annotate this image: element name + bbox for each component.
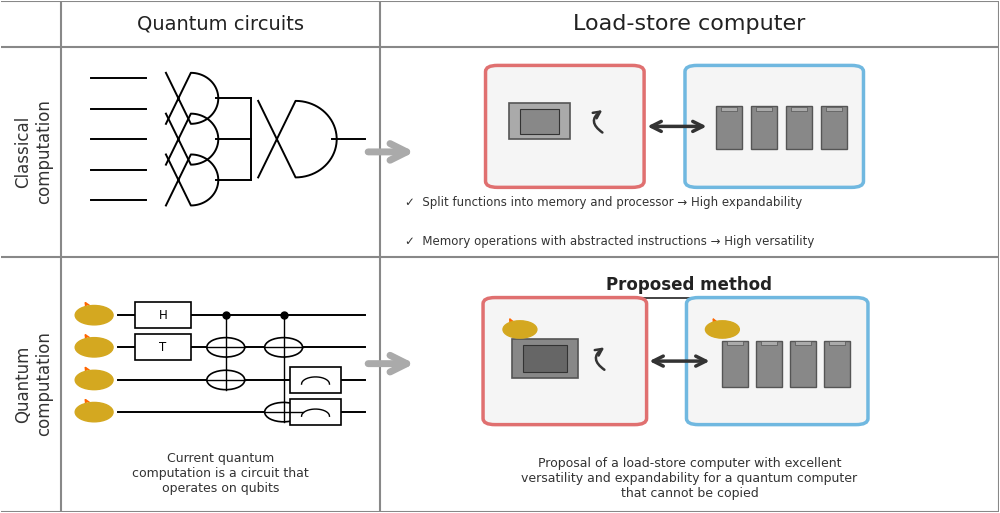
Circle shape [75,370,113,390]
Text: Current quantum
computation is a circuit that
operates on qubits: Current quantum computation is a circuit… [132,452,309,495]
FancyBboxPatch shape [523,345,567,372]
Circle shape [265,338,303,357]
Circle shape [75,305,113,325]
FancyBboxPatch shape [821,106,847,149]
Circle shape [705,321,739,338]
Text: ✓  Memory operations with abstracted instructions → High versatility: ✓ Memory operations with abstracted inst… [405,234,815,248]
Text: Proposal of a load-store computer with excellent
versatility and expandability f: Proposal of a load-store computer with e… [521,457,858,500]
FancyBboxPatch shape [786,106,812,149]
FancyBboxPatch shape [716,106,742,149]
FancyBboxPatch shape [509,103,570,140]
FancyBboxPatch shape [727,341,743,345]
FancyBboxPatch shape [483,298,647,425]
FancyBboxPatch shape [520,109,559,134]
FancyBboxPatch shape [761,341,777,345]
Text: Quantum
computation: Quantum computation [14,331,53,437]
FancyBboxPatch shape [824,341,850,387]
Text: Proposed method: Proposed method [606,275,772,293]
FancyBboxPatch shape [135,302,191,328]
Text: Quantum circuits: Quantum circuits [137,15,304,34]
FancyBboxPatch shape [791,107,807,111]
FancyBboxPatch shape [486,66,644,187]
FancyBboxPatch shape [686,298,868,425]
Circle shape [75,402,113,422]
FancyBboxPatch shape [290,367,341,393]
FancyBboxPatch shape [829,341,845,345]
Circle shape [207,370,245,390]
FancyBboxPatch shape [721,107,737,111]
FancyBboxPatch shape [756,341,782,387]
Text: ✓  Split functions into memory and processor → High expandability: ✓ Split functions into memory and proces… [405,196,803,209]
Circle shape [503,321,537,338]
Text: H: H [159,309,167,322]
Circle shape [75,338,113,357]
Circle shape [265,402,303,422]
FancyBboxPatch shape [135,334,191,360]
FancyBboxPatch shape [756,107,772,111]
FancyBboxPatch shape [751,106,777,149]
Text: Load-store computer: Load-store computer [573,14,806,34]
FancyBboxPatch shape [722,341,748,387]
FancyBboxPatch shape [790,341,816,387]
FancyBboxPatch shape [795,341,811,345]
FancyBboxPatch shape [290,399,341,425]
FancyBboxPatch shape [685,66,863,187]
FancyBboxPatch shape [512,339,578,378]
Text: Classical
computation: Classical computation [14,100,53,204]
Text: T: T [159,341,167,354]
Circle shape [207,338,245,357]
FancyBboxPatch shape [826,107,842,111]
